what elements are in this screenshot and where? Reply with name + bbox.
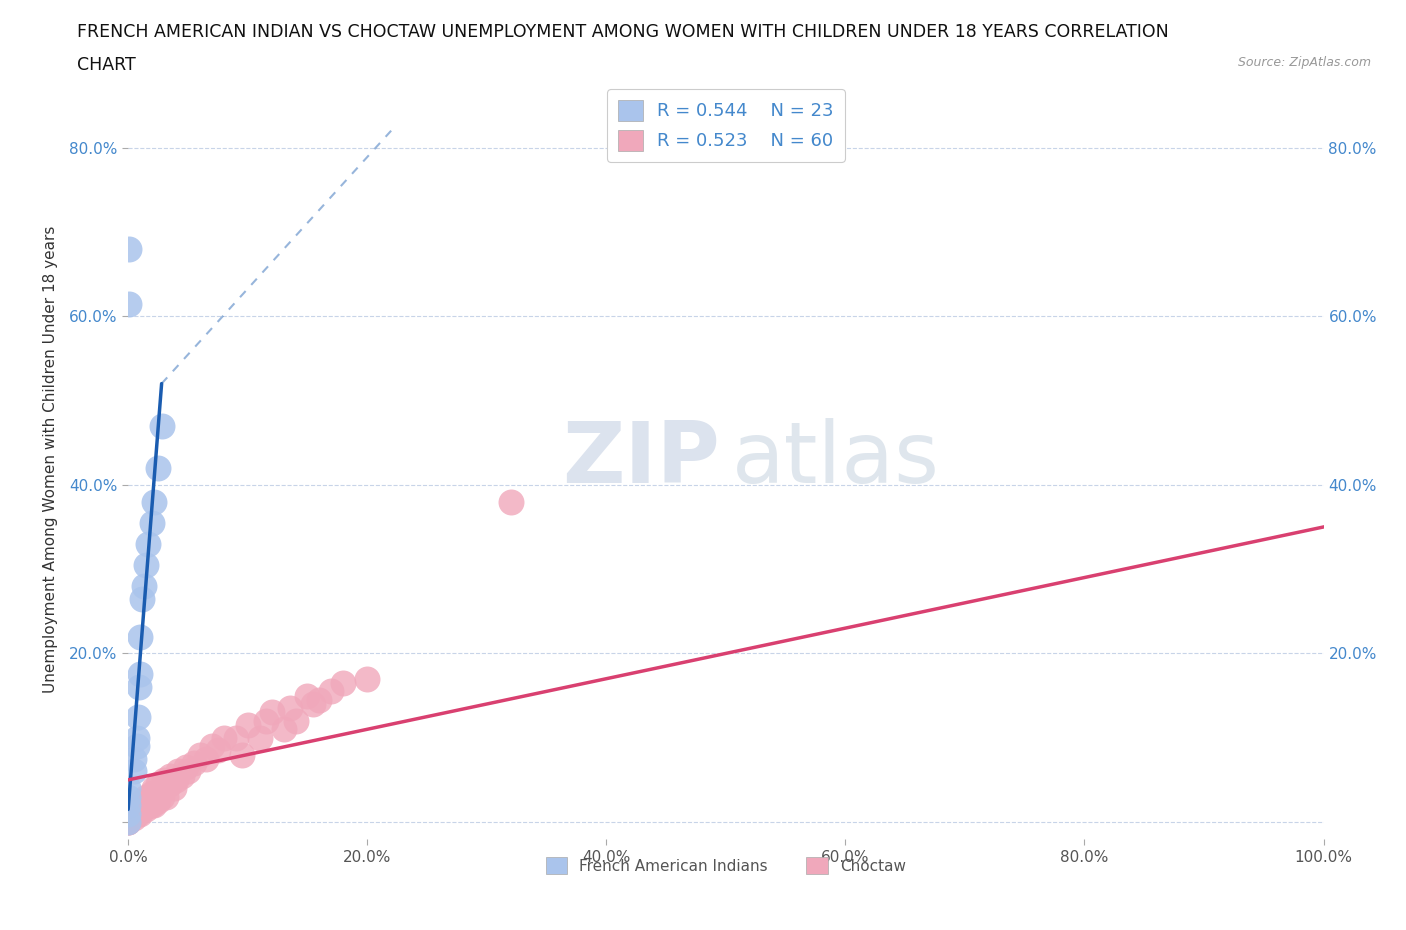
Point — [128, 680, 150, 695]
Point — [225, 730, 247, 745]
Point — [167, 764, 190, 779]
Point — [249, 730, 271, 745]
Text: atlas: atlas — [733, 418, 939, 501]
Point — [170, 768, 193, 783]
Point — [212, 730, 235, 745]
Point — [146, 793, 169, 808]
Point — [117, 815, 139, 830]
Point — [131, 793, 153, 808]
Point — [122, 810, 145, 825]
Point — [118, 296, 141, 311]
Point — [278, 701, 301, 716]
Point — [135, 790, 157, 804]
Point — [143, 781, 166, 796]
Point — [146, 460, 169, 475]
Point — [117, 790, 139, 804]
Point — [231, 747, 253, 762]
Point — [159, 777, 181, 791]
Point — [129, 806, 152, 821]
Point — [150, 790, 173, 804]
Point — [122, 764, 145, 779]
Point — [332, 675, 354, 690]
Point — [201, 738, 224, 753]
Point — [143, 494, 166, 509]
Point — [117, 810, 139, 825]
Point — [129, 667, 152, 682]
Point — [260, 705, 283, 720]
Point — [135, 557, 157, 572]
Point — [284, 713, 307, 728]
Point — [174, 760, 197, 775]
Point — [499, 494, 522, 509]
Point — [117, 781, 139, 796]
Point — [127, 798, 149, 813]
Point — [153, 773, 176, 788]
Point — [162, 781, 184, 796]
Y-axis label: Unemployment Among Women with Children Under 18 years: Unemployment Among Women with Children U… — [44, 226, 58, 693]
Point — [141, 515, 163, 530]
Legend: French American Indians, Choctaw: French American Indians, Choctaw — [540, 851, 912, 881]
Point — [183, 755, 205, 770]
Point — [131, 591, 153, 606]
Point — [141, 785, 163, 800]
Point — [194, 751, 217, 766]
Point — [308, 692, 330, 707]
Point — [236, 718, 259, 733]
Point — [117, 798, 139, 813]
Point — [138, 790, 160, 804]
Point — [117, 815, 139, 830]
Point — [155, 790, 177, 804]
Point — [122, 802, 145, 817]
Point — [122, 751, 145, 766]
Point — [356, 671, 378, 686]
Point — [118, 241, 141, 256]
Point — [138, 537, 160, 551]
Point — [302, 697, 325, 711]
Point — [117, 802, 139, 817]
Point — [127, 806, 149, 821]
Point — [135, 802, 157, 817]
Text: ZIP: ZIP — [562, 418, 720, 501]
Point — [159, 768, 181, 783]
Point — [117, 815, 139, 830]
Point — [129, 798, 152, 813]
Point — [135, 798, 157, 813]
Point — [127, 710, 149, 724]
Point — [125, 730, 148, 745]
Point — [297, 688, 319, 703]
Point — [321, 684, 343, 698]
Point — [153, 781, 176, 796]
Point — [125, 738, 148, 753]
Point — [150, 418, 173, 433]
Point — [165, 773, 187, 788]
Point — [207, 743, 229, 758]
Point — [117, 815, 139, 830]
Point — [141, 798, 163, 813]
Point — [117, 806, 139, 821]
Point — [132, 578, 155, 593]
Point — [117, 806, 139, 821]
Text: Source: ZipAtlas.com: Source: ZipAtlas.com — [1237, 56, 1371, 69]
Point — [177, 764, 200, 779]
Point — [122, 806, 145, 821]
Point — [138, 798, 160, 813]
Point — [146, 777, 169, 791]
Point — [143, 798, 166, 813]
Point — [254, 713, 277, 728]
Point — [273, 722, 295, 737]
Point — [131, 802, 153, 817]
Text: CHART: CHART — [77, 56, 136, 73]
Point — [129, 629, 152, 644]
Point — [188, 747, 211, 762]
Text: FRENCH AMERICAN INDIAN VS CHOCTAW UNEMPLOYMENT AMONG WOMEN WITH CHILDREN UNDER 1: FRENCH AMERICAN INDIAN VS CHOCTAW UNEMPL… — [77, 23, 1168, 41]
